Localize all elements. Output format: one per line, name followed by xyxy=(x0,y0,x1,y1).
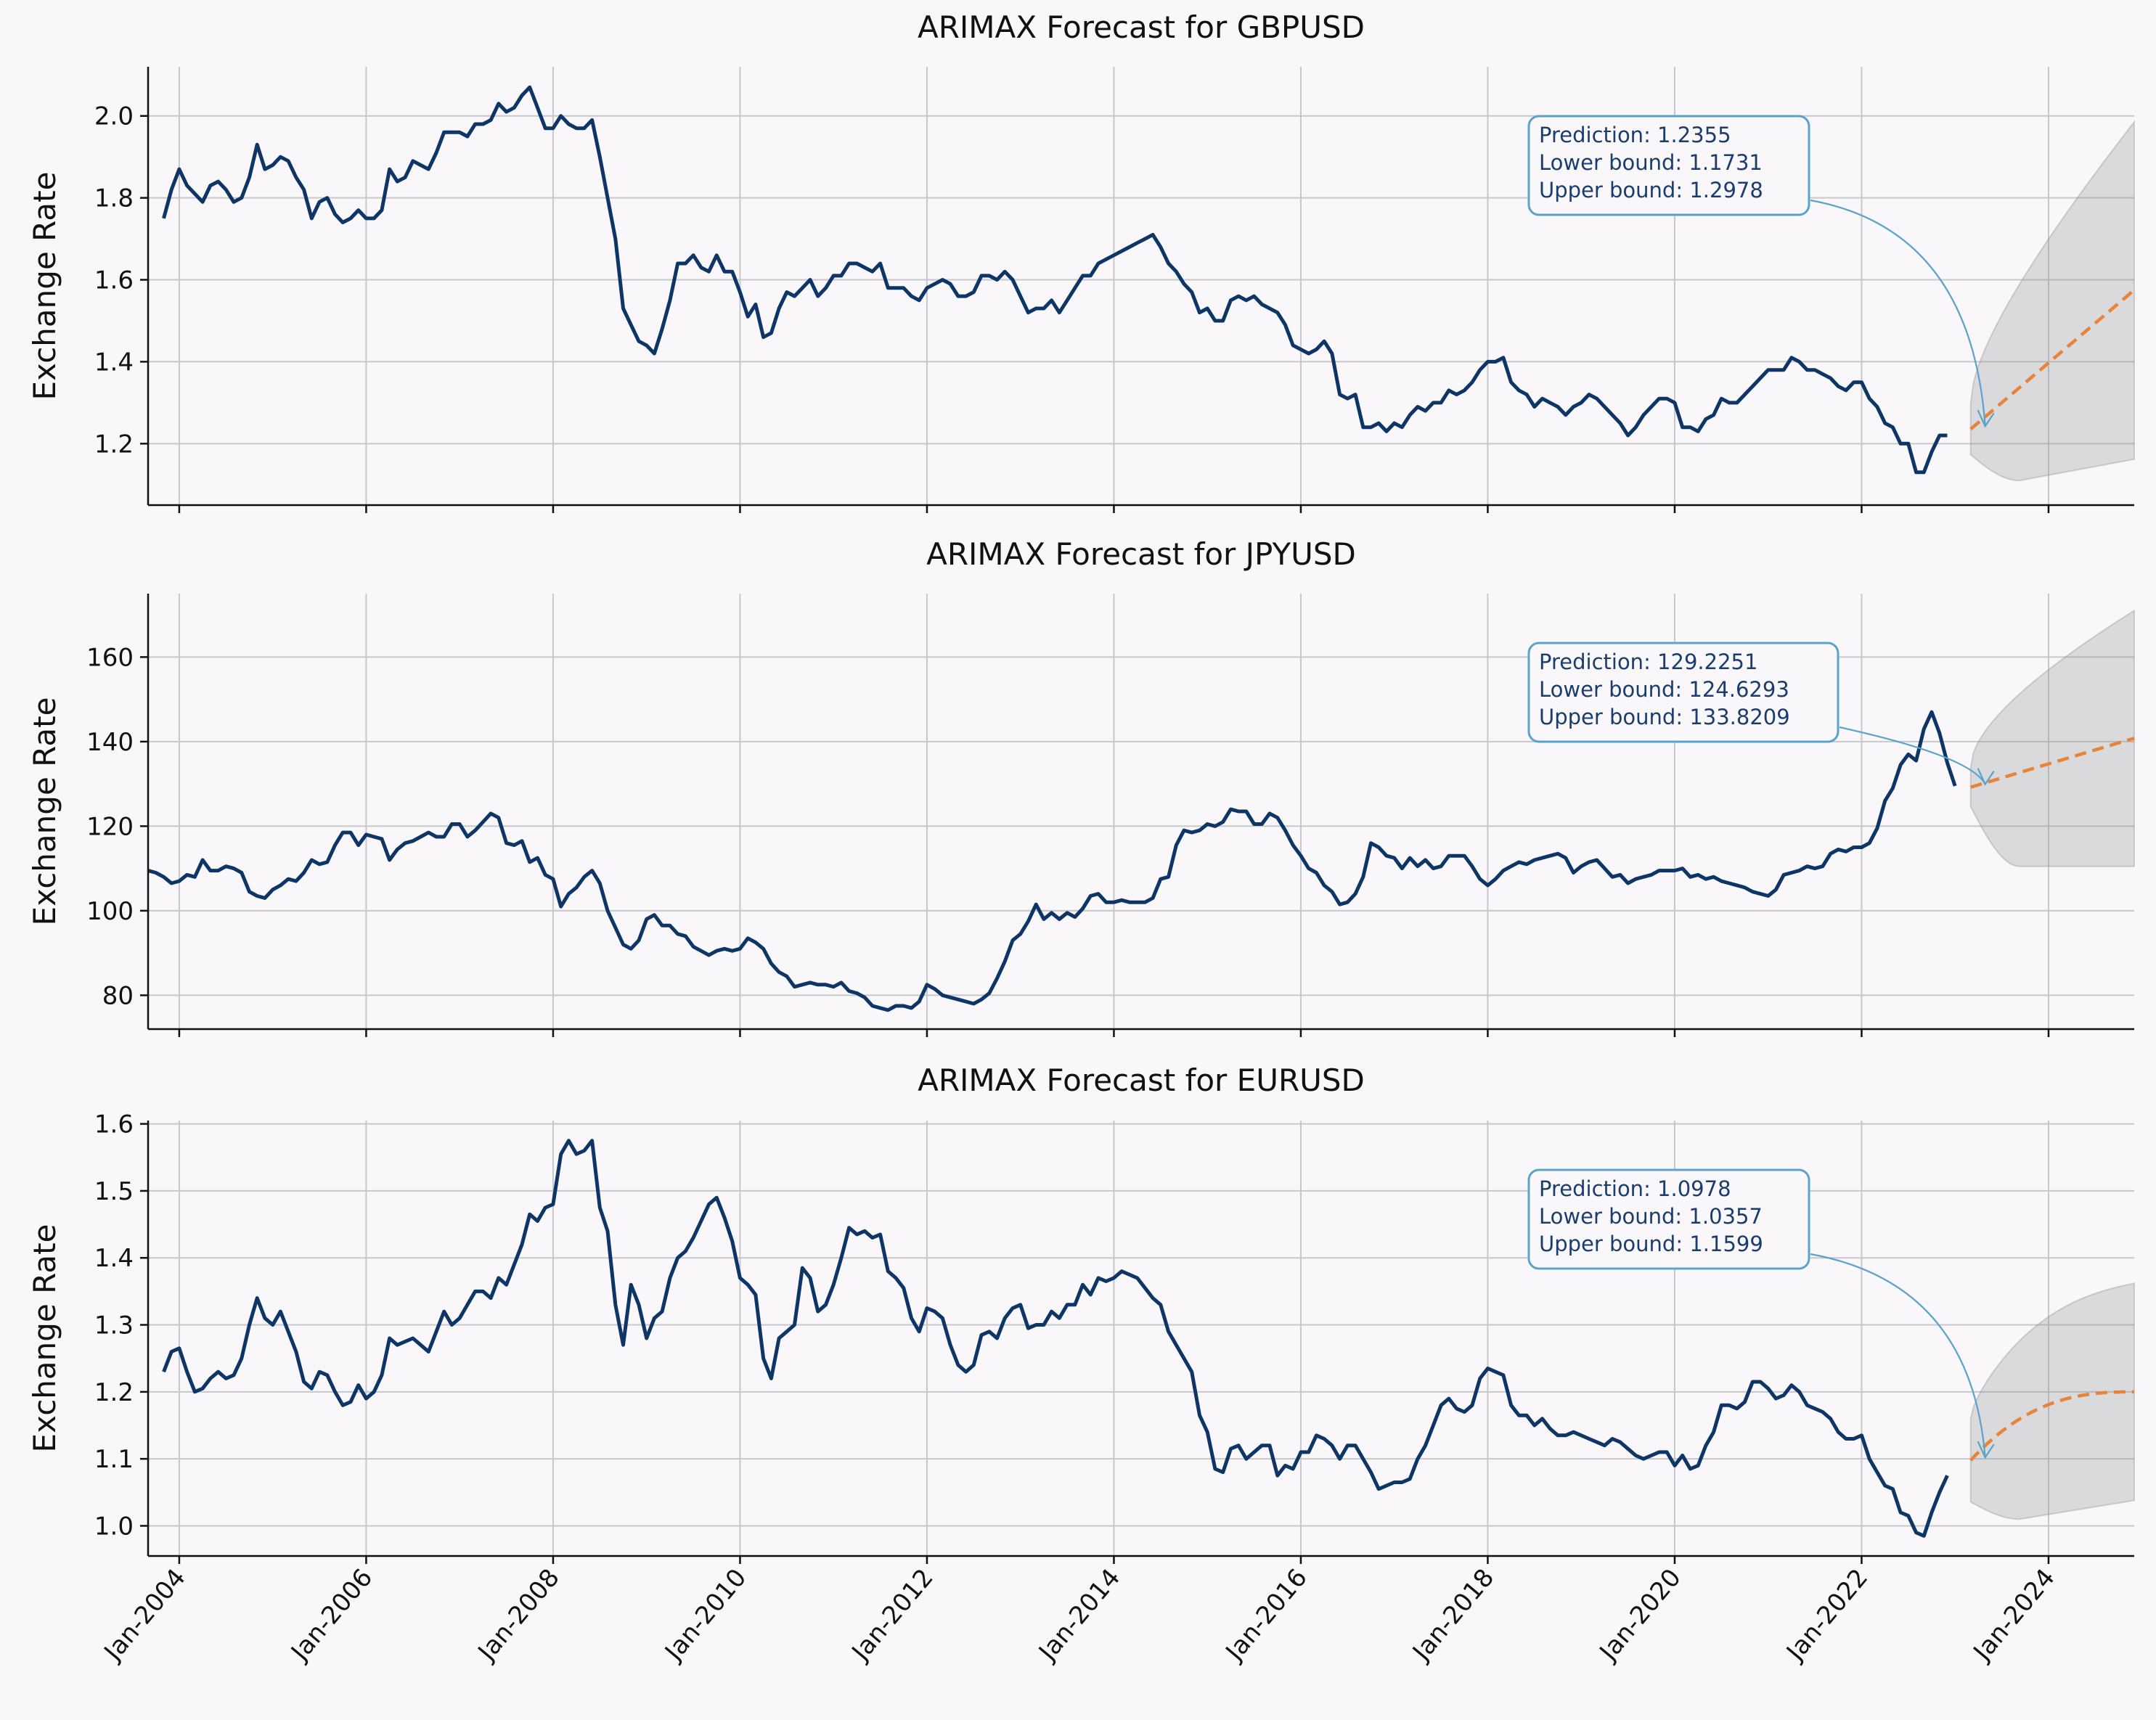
chart-title: ARIMAX Forecast for EURUSD xyxy=(918,1062,1365,1098)
historical-series-line xyxy=(162,85,1948,475)
x-tick-label: Jan-2020 xyxy=(1593,1563,1687,1667)
y-tick-label: 160 xyxy=(86,643,134,672)
y-tick-label: 1.1 xyxy=(94,1445,134,1474)
annotation-line: Lower bound: 124.6293 xyxy=(1539,677,1789,702)
annotation-box xyxy=(1527,1168,1810,1270)
chart-panel-3: 1.0 1.1 1.2 1.3 1.4 1.5 1.6 Jan-2004 Jan-2006 Jan… xyxy=(27,1062,2135,1667)
annotation-line: Prediction: 129.2251 xyxy=(1539,650,1757,674)
annotation-line: Prediction: 1.2355 xyxy=(1539,123,1731,147)
chart-title: ARIMAX Forecast for GBPUSD xyxy=(918,9,1365,45)
y-tick-label: 1.0 xyxy=(94,1512,134,1541)
x-tick-label: Jan-2016 xyxy=(1220,1563,1313,1667)
annotation-line: Lower bound: 1.0357 xyxy=(1539,1204,1763,1229)
forecast-series-line xyxy=(1970,737,2135,789)
annotation-arrow xyxy=(1810,1253,1986,1458)
y-tick-label: 1.2 xyxy=(94,430,134,459)
y-tick-label: 1.3 xyxy=(94,1311,134,1340)
historical-series-line xyxy=(147,710,1957,1012)
chart-panel-2: 80 100 120 140 160 ARIMAX Forecast for JPYUSD… xyxy=(27,536,2135,1037)
y-tick-label: 1.4 xyxy=(94,1244,134,1273)
annotation-line: Upper bound: 1.2978 xyxy=(1539,178,1763,202)
chart-title: ARIMAX Forecast for JPYUSD xyxy=(926,536,1356,572)
y-tick-label: 140 xyxy=(86,728,134,757)
chart-panel-1: 1.2 1.4 1.6 1.8 2.0 ARIMAX Forecast for GBPUS… xyxy=(27,9,2136,513)
annotation-arrowhead xyxy=(1977,768,1995,786)
y-tick-label: 1.2 xyxy=(94,1378,134,1407)
annotation-line: Prediction: 1.0978 xyxy=(1539,1176,1731,1201)
annotation-line: Lower bound: 1.1731 xyxy=(1539,150,1763,175)
x-tick-label: Jan-2008 xyxy=(472,1563,565,1667)
x-tick-label: Jan-2004 xyxy=(98,1563,192,1667)
confidence-interval-band xyxy=(1969,609,2135,867)
annotation-arrow xyxy=(1839,726,1986,785)
y-tick-label: 120 xyxy=(86,812,134,841)
y-axis-label: Exchange Rate xyxy=(27,1224,62,1453)
y-axis-label: Exchange Rate xyxy=(27,172,62,401)
y-tick-label: 2.0 xyxy=(94,102,134,131)
y-tick-label: 1.5 xyxy=(94,1177,134,1206)
y-tick-label: 1.4 xyxy=(94,348,134,377)
y-tick-label: 1.8 xyxy=(94,184,134,213)
x-tick-label: Jan-2012 xyxy=(846,1563,939,1667)
historical-series-line xyxy=(162,1139,1949,1538)
x-tick-label: Jan-2018 xyxy=(1406,1563,1500,1667)
y-tick-label: 100 xyxy=(86,897,134,926)
annotation-line: Upper bound: 1.1599 xyxy=(1539,1232,1763,1256)
x-tick-label: Jan-2024 xyxy=(1967,1563,2061,1667)
x-tick-label: Jan-2006 xyxy=(285,1563,378,1667)
y-tick-label: 1.6 xyxy=(94,1110,134,1139)
x-tick-label: Jan-2014 xyxy=(1032,1563,1126,1667)
x-tick-label: Jan-2010 xyxy=(658,1563,752,1667)
confidence-interval-band xyxy=(1969,1282,2135,1520)
annotation-arrow xyxy=(1810,199,1986,427)
annotation-box xyxy=(1527,642,1839,743)
confidence-interval-band xyxy=(1969,120,2135,482)
annotation-box xyxy=(1527,115,1810,216)
forecast-series-line xyxy=(1969,1390,2135,1462)
x-tick-label: Jan-2022 xyxy=(1780,1563,1874,1667)
annotation-line: Upper bound: 133.8209 xyxy=(1539,705,1790,729)
y-tick-label: 1.6 xyxy=(94,266,134,295)
y-axis-label: Exchange Rate xyxy=(27,697,62,926)
y-tick-label: 80 xyxy=(102,981,134,1010)
annotation-arrowhead xyxy=(1977,1441,1995,1459)
annotation-arrowhead xyxy=(1977,409,1995,428)
